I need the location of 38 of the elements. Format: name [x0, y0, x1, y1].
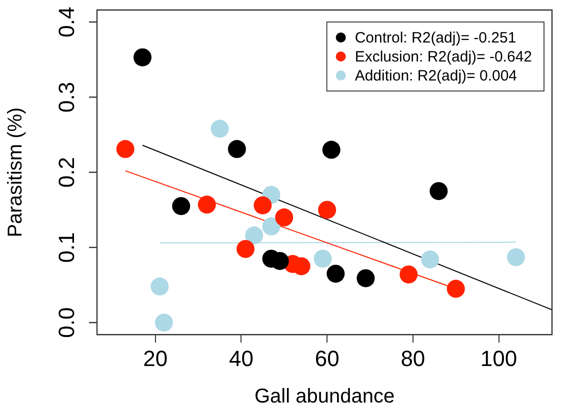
x-tick-label: 80: [400, 346, 426, 371]
y-tick-label: 0.0: [54, 307, 80, 338]
legend-label: Addition: R2(adj)= 0.004: [354, 68, 518, 85]
y-tick-label: 0.2: [54, 157, 80, 188]
point: [134, 48, 152, 66]
point: [326, 264, 345, 283]
point: [198, 196, 216, 214]
point: [314, 250, 332, 268]
legend-label: Control: R2(adj)= -0.251: [354, 30, 516, 47]
point: [245, 226, 264, 244]
x-tick-label: 40: [228, 346, 254, 371]
point: [154, 314, 173, 332]
y-axis-title: Parasitism (%): [4, 107, 27, 238]
legend-label: Exclusion: R2(adj)= -0.642: [354, 48, 532, 66]
point: [275, 208, 294, 226]
point: [421, 250, 440, 268]
point: [400, 265, 418, 284]
point: [262, 217, 280, 236]
point: [430, 182, 448, 200]
point: [236, 240, 255, 258]
point: [228, 140, 246, 158]
point: [356, 269, 375, 288]
point: [172, 197, 190, 216]
point: [254, 196, 272, 214]
point: [116, 140, 134, 158]
point: [446, 280, 465, 298]
y-tick-label: 0.4: [54, 6, 80, 38]
x-tick-label: 100: [480, 346, 518, 371]
point: [150, 278, 169, 296]
x-tick-label: 60: [314, 346, 340, 371]
y-tick-label: 0.3: [54, 82, 80, 112]
y-tick-label: 0.1: [54, 232, 80, 263]
point: [322, 140, 340, 159]
x-tick-label: 20: [143, 346, 168, 371]
point: [318, 200, 336, 219]
point: [210, 120, 229, 138]
x-axis-title: Gall abundance: [254, 386, 395, 408]
point: [506, 248, 525, 266]
